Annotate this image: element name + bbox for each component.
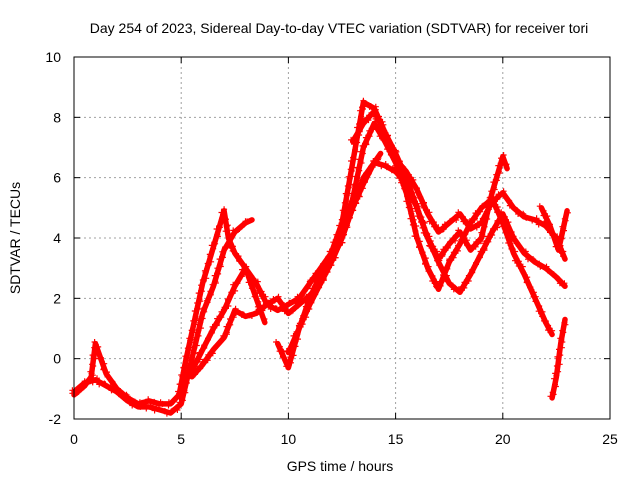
series-point-markers [348,106,567,260]
x-tick-label: 10 [281,431,297,447]
data-series [69,97,571,417]
series-point-markers [547,319,569,400]
x-tick-labels: 0 5 10 15 20 25 [70,431,618,447]
y-tick-label: -2 [49,411,62,427]
x-axis-label: GPS time / hours [287,458,394,474]
x-tick-label: 5 [177,431,185,447]
series-point-markers [283,158,568,354]
y-tick-labels: -2 0 2 4 6 8 10 [45,49,61,427]
x-tick-label: 15 [388,431,404,447]
series-track-9 [547,316,569,401]
y-tick-label: 2 [53,290,61,306]
grid-lines [74,57,610,419]
series-track-8 [536,203,571,253]
x-tick-label: 25 [602,431,618,447]
y-tick-label: 10 [45,49,61,65]
x-tick-label: 20 [495,431,511,447]
y-tick-label: 0 [53,351,61,367]
series-track-2 [69,217,255,417]
x-tick-label: 0 [70,431,78,447]
series-path [189,99,510,380]
series-point-markers [536,203,571,252]
y-tick-label: 8 [53,109,61,125]
series-track-7 [348,106,568,262]
y-axis-label: SDTVAR / TECUs [7,182,23,294]
y-tick-label: 4 [53,230,61,246]
y-tick-label: 6 [53,170,61,186]
chart-title: Day 254 of 2023, Sidereal Day-to-day VTE… [90,20,589,36]
series-track-6 [283,158,568,356]
axis-ticks [73,56,611,420]
